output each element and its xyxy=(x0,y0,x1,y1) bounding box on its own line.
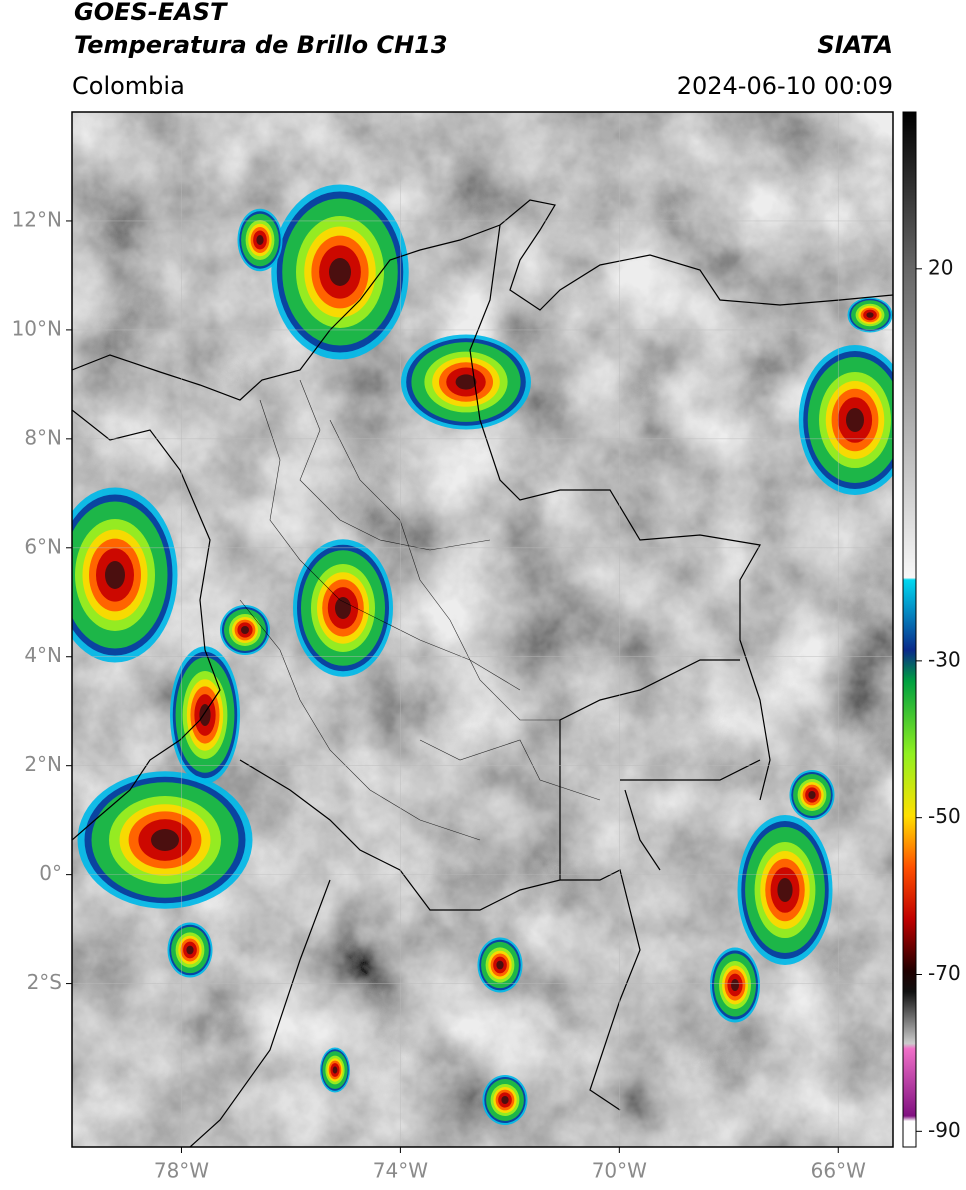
colorbar-tick-label: 20 xyxy=(928,255,953,279)
storm-cell xyxy=(199,704,211,726)
storm-cell xyxy=(329,258,351,286)
storm-cell xyxy=(846,408,864,432)
colorbar-tick-label: -70 xyxy=(928,961,961,985)
y-tick-label: 2°N xyxy=(24,752,62,776)
coastline-north xyxy=(72,199,893,401)
storm-cell xyxy=(731,979,739,991)
x-tick-label: 70°W xyxy=(592,1159,647,1183)
border-brazil xyxy=(620,759,761,871)
storms xyxy=(72,184,893,1125)
subtitle: Temperatura de Brillo CH13 xyxy=(74,31,448,59)
y-tick-label: 4°N xyxy=(24,643,62,667)
x-tick-label: 74°W xyxy=(373,1159,428,1183)
storm-cell xyxy=(501,1096,509,1104)
datetime: 2024-06-10 00:09 xyxy=(677,72,893,100)
border-south xyxy=(239,759,641,1111)
colorbar-tick-label: -50 xyxy=(928,804,961,828)
map-frame xyxy=(71,111,894,1148)
storm-cell xyxy=(335,597,351,619)
colorbar-tick-label: -90 xyxy=(928,1118,961,1142)
colorbar-tick-label: -30 xyxy=(928,647,961,671)
cloud-texture xyxy=(72,112,893,1147)
border-east xyxy=(559,659,740,880)
imagery xyxy=(72,112,893,1147)
y-tick-label: 2°S xyxy=(27,970,62,994)
y-tick-label: 8°N xyxy=(24,425,62,449)
storm-cell xyxy=(332,1066,338,1074)
departments xyxy=(239,379,601,841)
borders xyxy=(72,199,893,1147)
storm-cell xyxy=(105,561,125,589)
source: SIATA xyxy=(817,31,893,59)
border-venezuela xyxy=(469,224,771,801)
colorbar xyxy=(902,111,917,1148)
storm-cell xyxy=(186,945,194,955)
storm-cell xyxy=(256,235,264,245)
y-tick-label: 10°N xyxy=(12,316,62,340)
coastline-pacific xyxy=(72,409,221,841)
storm-cell xyxy=(241,626,249,634)
storm-cell xyxy=(777,878,793,902)
storm-cell xyxy=(151,829,179,851)
border-peru xyxy=(189,879,331,1147)
y-tick-label: 6°N xyxy=(24,534,62,558)
x-tick-label: 66°W xyxy=(811,1159,866,1183)
title: GOES-EAST xyxy=(74,0,228,26)
grid xyxy=(72,112,893,1147)
storm-cell xyxy=(496,960,504,970)
x-tick-label: 78°W xyxy=(154,1159,209,1183)
y-tick-label: 12°N xyxy=(12,207,62,231)
storm-cell xyxy=(808,791,816,799)
region: Colombia xyxy=(72,72,185,100)
storm-cell xyxy=(455,374,477,390)
storm-cell xyxy=(866,312,874,318)
y-tick-label: 0° xyxy=(39,861,62,885)
